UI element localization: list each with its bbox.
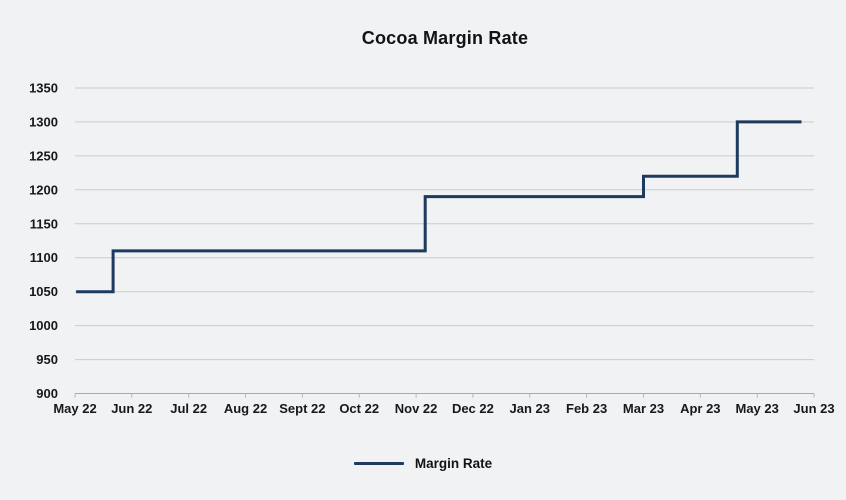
x-tick-label: Jan 23 xyxy=(510,401,550,416)
y-tick-label: 950 xyxy=(36,352,58,367)
legend: Margin Rate xyxy=(0,454,846,472)
y-tick-label: 1000 xyxy=(29,318,58,333)
x-tick-label: Jun 23 xyxy=(793,401,834,416)
legend-label: Margin Rate xyxy=(414,455,493,471)
y-tick-label: 1350 xyxy=(29,81,58,96)
y-tick-label: 1200 xyxy=(29,182,58,197)
x-tick-label: Sept 22 xyxy=(279,401,325,416)
x-tick-label: May 22 xyxy=(53,401,96,416)
x-tick-label: Apr 23 xyxy=(680,401,720,416)
y-tick-label: 1300 xyxy=(29,114,58,129)
margin-rate-line xyxy=(76,120,802,294)
y-tick-label: 1050 xyxy=(29,284,58,299)
chart-title: Cocoa Margin Rate xyxy=(361,28,529,48)
y-tick-label: 1100 xyxy=(30,250,58,265)
x-tick-label: May 23 xyxy=(736,401,779,416)
x-tick-label: Jul 22 xyxy=(170,401,207,416)
y-tick-label: 900 xyxy=(36,386,58,401)
y-tick-label: 1250 xyxy=(29,148,58,163)
x-tick-label: Dec 22 xyxy=(452,401,494,416)
x-tick-label: Feb 23 xyxy=(566,401,607,416)
x-tick-label: Nov 22 xyxy=(395,401,438,416)
x-tick-label: Mar 23 xyxy=(623,401,664,416)
x-tick-label: Jun 22 xyxy=(111,401,152,416)
x-tick-label: Aug 22 xyxy=(224,401,267,416)
x-tick-label: Oct 22 xyxy=(339,401,379,416)
legend-line-swatch xyxy=(353,461,404,465)
y-tick-label: 1150 xyxy=(30,216,58,231)
